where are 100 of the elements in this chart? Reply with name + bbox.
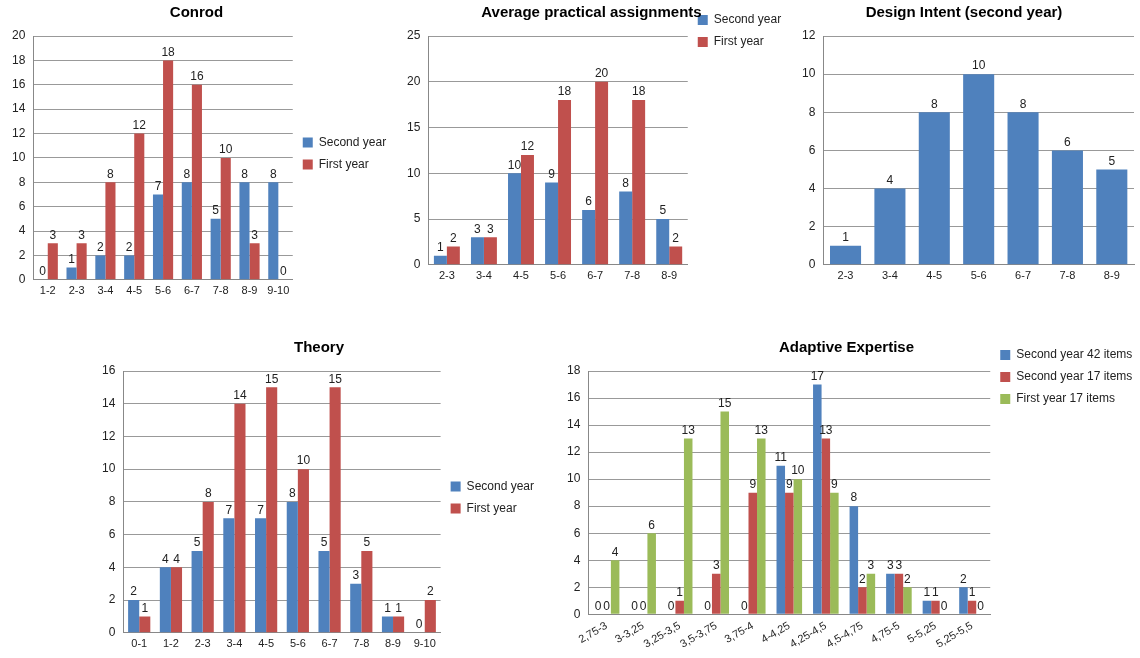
y-tick-label: 12 bbox=[566, 444, 581, 459]
y-tick-label: 2 bbox=[18, 247, 26, 262]
bar bbox=[191, 84, 202, 280]
bar bbox=[918, 112, 950, 265]
bar bbox=[858, 587, 867, 614]
data-label: 8 bbox=[204, 486, 212, 501]
y-tick-label: 14 bbox=[11, 101, 26, 116]
data-label: 13 bbox=[681, 422, 696, 437]
bar bbox=[95, 255, 106, 280]
data-label: 8 bbox=[850, 490, 858, 505]
x-tick-label: 7-8 bbox=[624, 269, 641, 282]
bar bbox=[669, 246, 683, 265]
legend-label: First year 17 items bbox=[1016, 391, 1115, 406]
x-tick-label: 7-8 bbox=[1059, 269, 1076, 282]
bar bbox=[220, 157, 231, 280]
x-tick-label: 2-3 bbox=[68, 284, 85, 297]
data-label: 4 bbox=[611, 544, 619, 559]
y-tick-label: 12 bbox=[11, 125, 26, 140]
data-label: 1 bbox=[384, 600, 392, 615]
y-tick-label: 15 bbox=[406, 119, 421, 134]
data-label: 2 bbox=[960, 571, 968, 586]
x-tick-label: 8-9 bbox=[385, 637, 401, 650]
x-tick-label: 5-6 bbox=[970, 269, 987, 282]
data-label: 4 bbox=[162, 551, 170, 566]
data-label: 8 bbox=[1019, 96, 1027, 111]
y-tick-label: 4 bbox=[18, 223, 26, 238]
bar bbox=[849, 506, 859, 614]
bar bbox=[967, 600, 977, 614]
data-label: 2 bbox=[125, 239, 133, 254]
bar bbox=[610, 560, 620, 614]
bar bbox=[931, 600, 940, 614]
bar bbox=[1051, 150, 1083, 265]
bar bbox=[255, 518, 267, 633]
bar bbox=[720, 411, 730, 614]
data-label: 3 bbox=[487, 221, 495, 236]
data-label: 8 bbox=[288, 486, 296, 501]
x-tick-label: 3-4 bbox=[475, 269, 492, 282]
chart-title: Theory bbox=[293, 338, 345, 356]
y-tick-label: 4 bbox=[573, 552, 581, 567]
y-tick-label: 25 bbox=[406, 28, 421, 43]
data-label: 4 bbox=[173, 551, 181, 566]
bar bbox=[793, 479, 803, 614]
legend-label: Second year bbox=[466, 478, 535, 493]
data-label: 7 bbox=[257, 502, 265, 517]
data-label: 8 bbox=[183, 166, 191, 181]
data-label: 0 bbox=[603, 598, 611, 613]
bar bbox=[711, 573, 721, 614]
data-label: 5 bbox=[193, 535, 201, 550]
data-label: 8 bbox=[269, 166, 277, 181]
x-tick-label: 6-7 bbox=[321, 637, 338, 650]
y-tick-label: 10 bbox=[101, 461, 116, 476]
x-tick-label: 2-3 bbox=[438, 269, 455, 282]
legend-label: First year bbox=[713, 34, 764, 49]
data-label: 5 bbox=[659, 203, 667, 218]
data-label: 1 bbox=[842, 230, 850, 245]
bar bbox=[297, 469, 309, 633]
x-tick-label: 6-7 bbox=[1015, 269, 1032, 282]
bar bbox=[128, 600, 140, 633]
bar bbox=[922, 600, 932, 614]
bar bbox=[134, 133, 145, 280]
data-label: 1 bbox=[932, 585, 940, 600]
data-label: 15 bbox=[264, 371, 279, 386]
x-tick-label: 8-9 bbox=[1103, 269, 1120, 282]
data-label: 1 bbox=[923, 585, 931, 600]
data-label: 1 bbox=[68, 251, 76, 266]
bar bbox=[959, 587, 968, 614]
bar bbox=[647, 533, 656, 614]
y-tick-label: 2 bbox=[573, 579, 581, 594]
x-tick-label: 6-7 bbox=[587, 269, 604, 282]
y-tick-label: 2 bbox=[108, 592, 116, 607]
legend-label: Second year 42 items bbox=[1016, 347, 1133, 362]
data-label: 15 bbox=[718, 395, 732, 410]
bar bbox=[894, 573, 904, 614]
data-label: 8 bbox=[930, 96, 938, 111]
data-label: 9 bbox=[785, 476, 793, 491]
data-label: 2 bbox=[672, 230, 680, 245]
bar bbox=[483, 237, 497, 265]
data-label: 12 bbox=[132, 117, 147, 132]
x-tick-label: 2-3 bbox=[837, 269, 854, 282]
y-tick-label: 6 bbox=[573, 525, 581, 540]
y-tick-label: 0 bbox=[573, 606, 581, 621]
legend-label: First year bbox=[466, 500, 517, 515]
legend-label: Second year bbox=[318, 134, 387, 149]
x-tick-label: 8-9 bbox=[661, 269, 678, 282]
bar bbox=[223, 518, 235, 633]
data-label: 3 bbox=[712, 558, 720, 573]
bar bbox=[239, 182, 250, 280]
y-tick-label: 0 bbox=[108, 625, 116, 640]
bar bbox=[619, 191, 633, 265]
x-tick-label: 9-10 bbox=[413, 637, 436, 650]
y-tick-label: 0 bbox=[413, 257, 421, 272]
data-label: 20 bbox=[594, 66, 609, 81]
bar bbox=[163, 60, 174, 280]
bar bbox=[683, 438, 693, 614]
bar bbox=[159, 567, 171, 633]
data-label: 18 bbox=[161, 44, 176, 59]
data-label: 0 bbox=[667, 598, 675, 613]
bar bbox=[558, 100, 572, 265]
data-label: 14 bbox=[233, 388, 247, 403]
bar bbox=[632, 100, 646, 265]
